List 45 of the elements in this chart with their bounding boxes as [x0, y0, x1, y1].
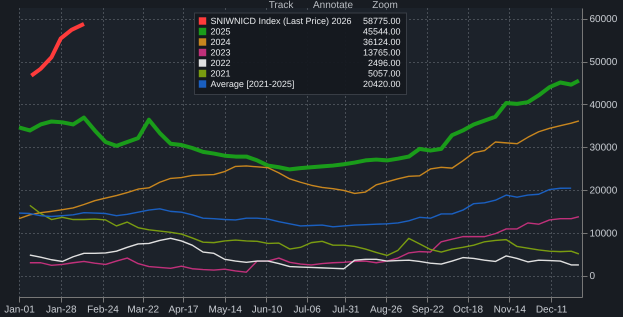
x-tick-label: Jul-31: [332, 304, 360, 316]
y-tick-label: 40000: [590, 100, 618, 111]
line-series: [17, 78, 581, 172]
y-tick-label: 30000: [590, 142, 618, 154]
y-tick-label: 20000: [590, 185, 618, 196]
legend-label: SNIWNICD Index (Last Price) 2026: [210, 16, 352, 26]
line-series: [29, 22, 86, 78]
annotation: Annotate: [312, 0, 354, 11]
annotation: 13765.00: [362, 48, 400, 58]
line-series: [29, 216, 580, 273]
x-tick-label: Dec-11: [536, 304, 568, 316]
line-series: [29, 238, 580, 270]
x-tick-label: Feb-24: [87, 304, 120, 316]
x-tick-label: Sep-22: [412, 304, 444, 316]
x-tick-label: May-14: [208, 304, 242, 316]
annotation: 5057.00: [368, 68, 400, 78]
annotation: Track: [268, 0, 294, 11]
x-tick-label: Oct-18: [453, 304, 484, 316]
y-tick-label: 0: [590, 271, 596, 282]
legend-label: 2025: [210, 26, 231, 36]
x-tick-label: Aug-26: [370, 304, 403, 316]
annotation: Zoom: [372, 0, 398, 11]
line-series: [18, 187, 572, 228]
annotation: 20420.00: [362, 79, 400, 89]
x-tick-label: Jan-01: [4, 304, 36, 316]
x-tick-label: Apr-17: [168, 304, 199, 316]
annotation: 45544.00: [362, 26, 400, 36]
legend-label: Average [2021-2025]: [210, 79, 294, 89]
legend-label: 2022: [210, 58, 231, 68]
x-tick-label: Jan-28: [46, 304, 77, 316]
annotation: 2496.00: [368, 58, 400, 68]
y-tick-label: 10000: [590, 228, 618, 240]
legend-label: 2021: [210, 68, 231, 78]
line-series: [29, 204, 580, 256]
y-tick-label: 50000: [590, 57, 618, 68]
x-tick-label: Mar-22: [127, 304, 160, 316]
x-tick-label: Jun-10: [252, 304, 283, 316]
x-tick-label: Jul-06: [294, 304, 322, 316]
legend-label: 2024: [210, 37, 231, 47]
annotation: 36124.00: [362, 37, 400, 47]
annotation: 58775.00: [362, 16, 400, 26]
x-tick-label: Nov-14: [494, 304, 526, 316]
line-series: [18, 120, 580, 220]
legend-label: 2023: [210, 48, 231, 58]
y-tick-label: 60000: [590, 14, 618, 26]
